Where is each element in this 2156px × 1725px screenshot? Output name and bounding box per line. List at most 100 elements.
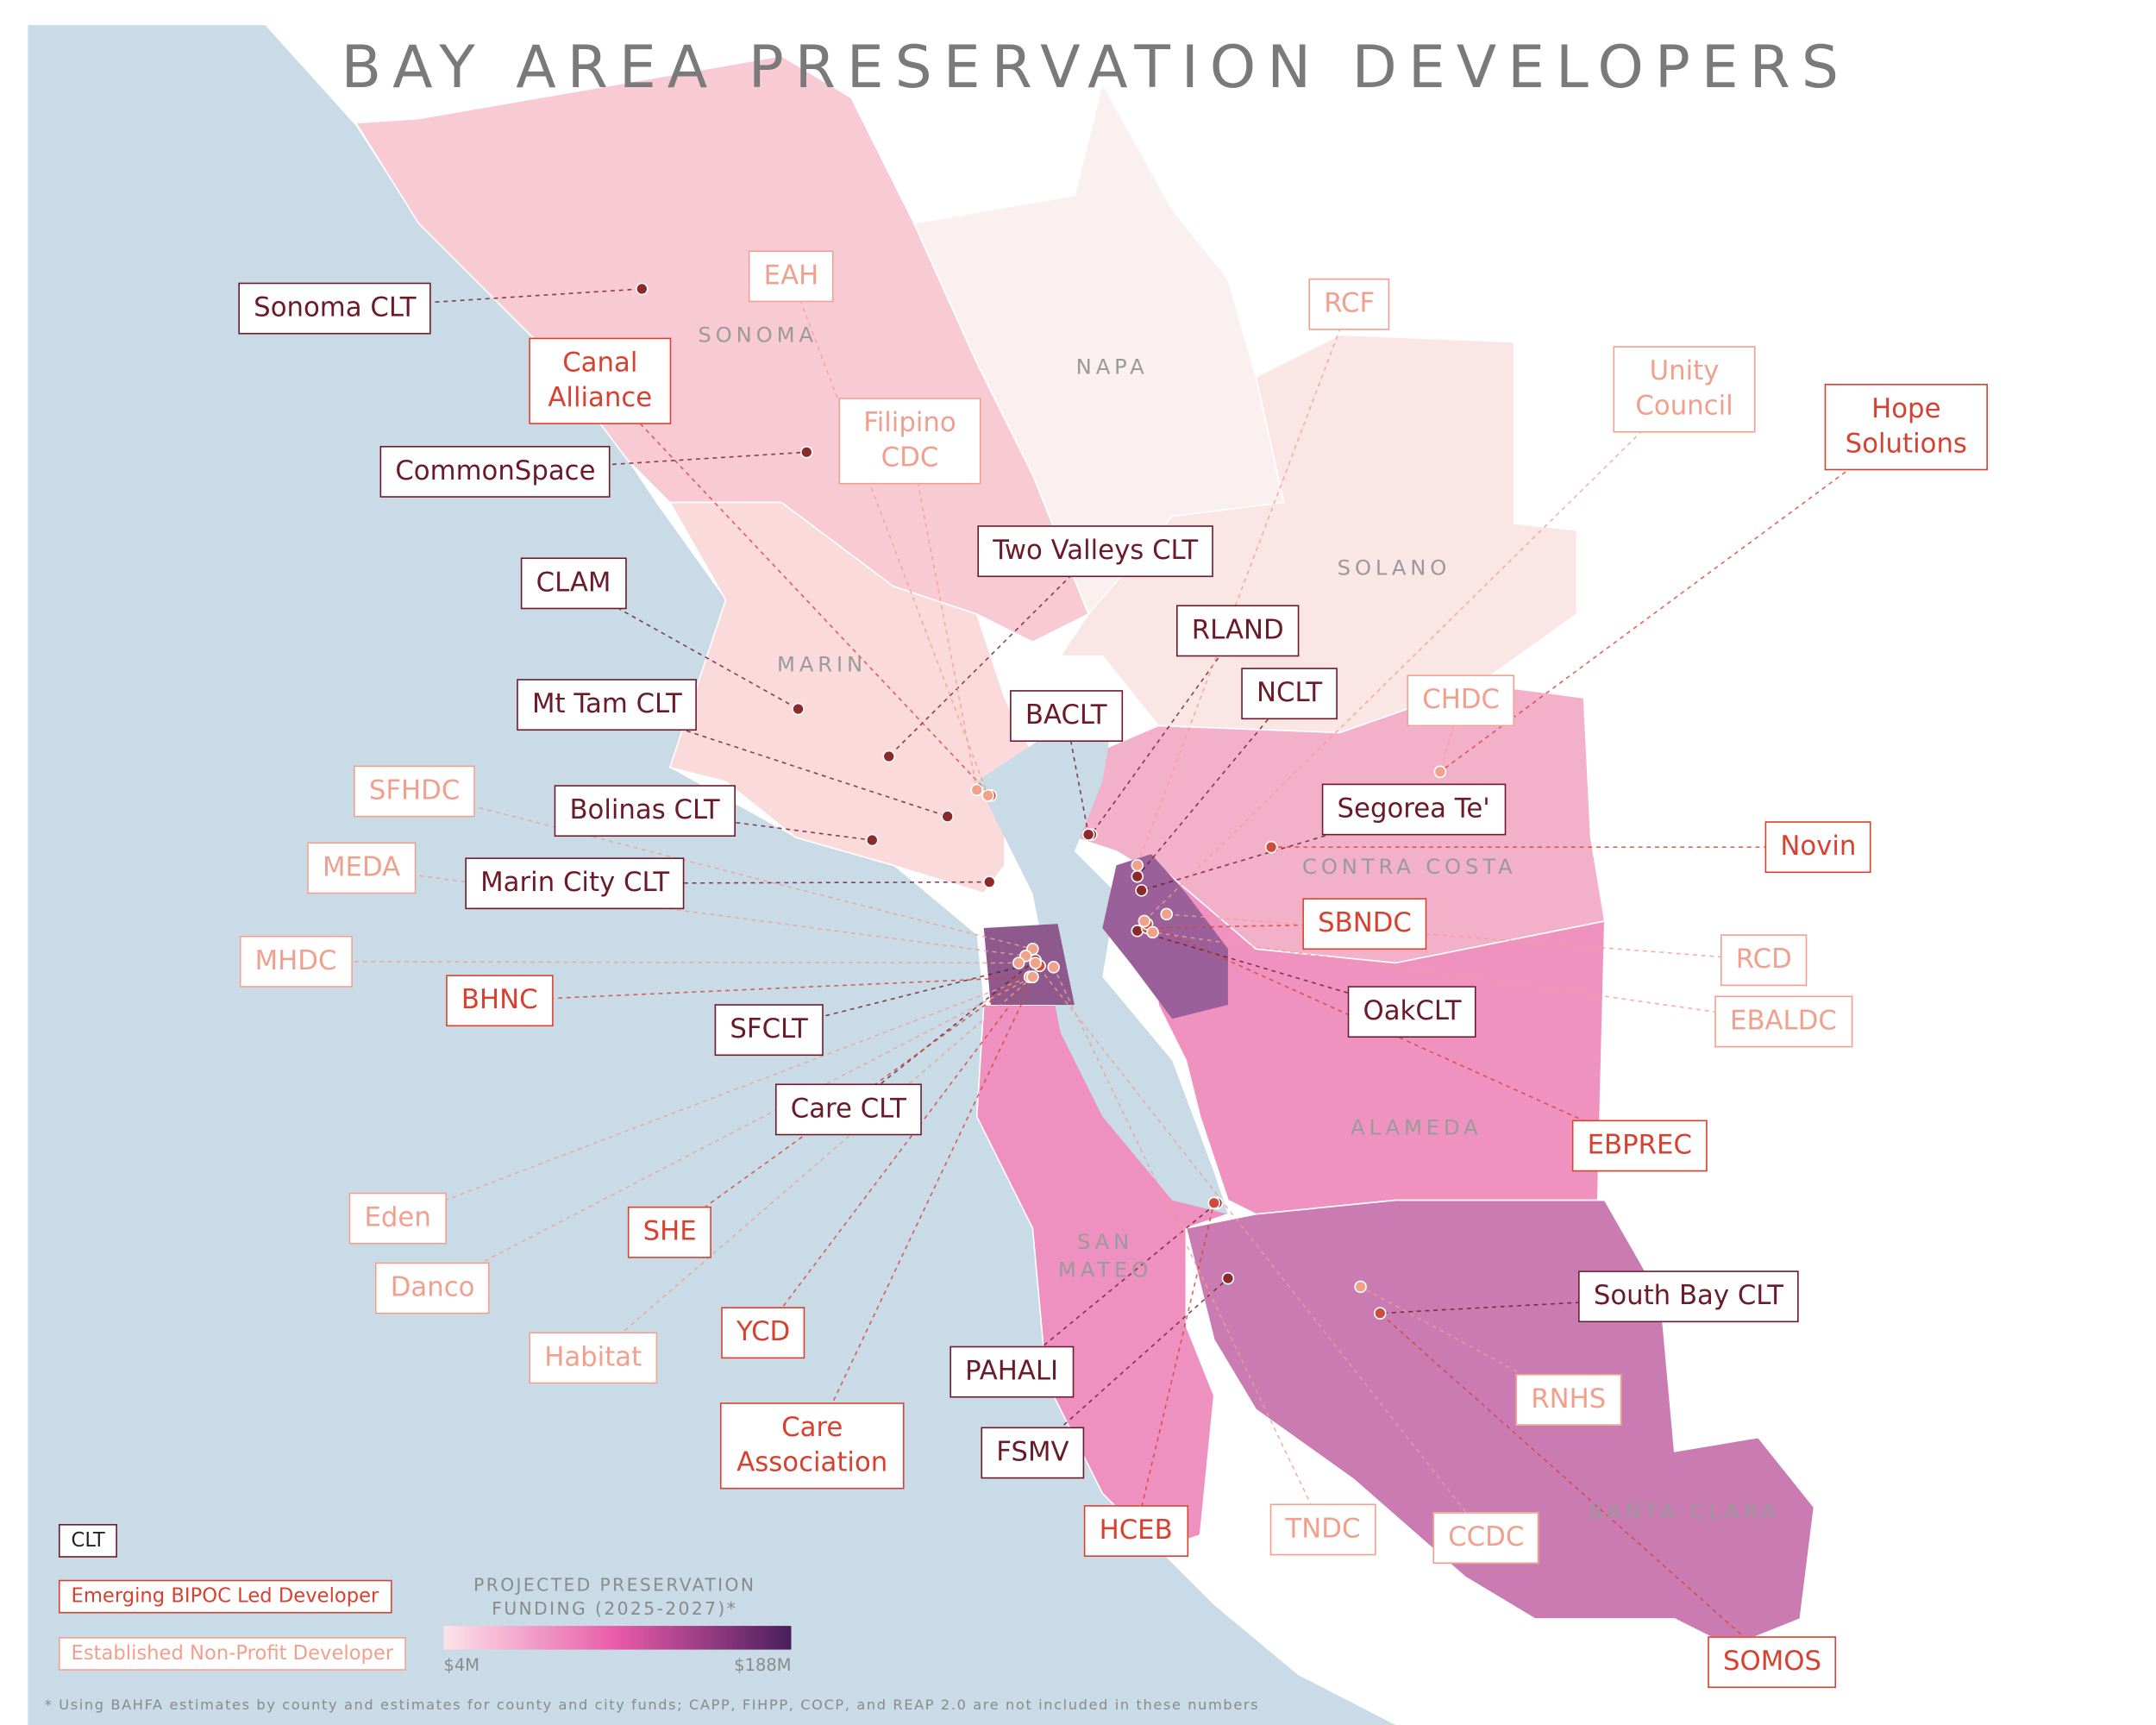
developer-label: Bolinas CLT: [554, 785, 736, 837]
legend-entry: CLT: [58, 1523, 118, 1558]
footnote: * Using BAHFA estimates by county and es…: [44, 1698, 1260, 1715]
developer-dot: [1029, 957, 1042, 969]
developer-dot: [1221, 1271, 1235, 1285]
developer-label: CLAM: [520, 557, 627, 610]
developer-dot: [1264, 840, 1278, 854]
funding-legend-title: PROJECTED PRESERVATION FUNDING (2025-202…: [473, 1574, 756, 1619]
leader-line: [1360, 1286, 1570, 1401]
leader-line: [1031, 1277, 1229, 1454]
developer-label: RLAND: [1175, 605, 1300, 657]
developer-dot: [1138, 914, 1151, 928]
developer-label: RCF: [1308, 278, 1390, 330]
funding-max-label: $188M: [734, 1655, 792, 1675]
developer-dot: [866, 833, 879, 847]
developer-label: Habitat: [529, 1332, 657, 1384]
developer-label: OakCLT: [1347, 986, 1477, 1038]
ocean: [28, 25, 1396, 1725]
county-label: ALAMEDA: [1351, 1114, 1482, 1140]
developer-dot: [1131, 869, 1144, 883]
developer-label: BHNC: [446, 975, 554, 1027]
developer-dot: [941, 810, 954, 823]
developer-label: Care Association: [719, 1402, 905, 1490]
bay: [976, 698, 1228, 1214]
developer-label: TNDC: [1269, 1503, 1376, 1556]
leader-line: [1052, 966, 1324, 1530]
county-label: CONTRA COSTA: [1302, 854, 1517, 880]
developer-dot: [1047, 961, 1060, 974]
leader-line: [762, 965, 1041, 1333]
developer-label: Filipino CDC: [838, 398, 981, 485]
developer-label: Unity Council: [1613, 346, 1756, 433]
developer-dot: [1081, 828, 1095, 841]
developer-dot: [1374, 1307, 1387, 1320]
developer-dot: [1160, 907, 1174, 921]
developer-label: Danco: [374, 1262, 491, 1314]
developer-label: RNHS: [1515, 1374, 1622, 1426]
county-shape: [668, 501, 1034, 894]
leader-line: [296, 961, 1019, 964]
leader-line: [1011, 1202, 1218, 1373]
county-label: SOLANO: [1337, 555, 1451, 581]
developer-dot: [970, 783, 983, 797]
developer-label: Canal Alliance: [529, 337, 672, 424]
developer-label: Segorea Te': [1321, 783, 1506, 836]
developer-dot: [882, 750, 896, 763]
leader-line: [414, 790, 1033, 950]
county-label: SANTA CLARA: [1589, 1498, 1780, 1524]
leader-line: [790, 276, 989, 796]
leader-line: [432, 975, 1033, 1289]
leader-line: [888, 550, 1096, 757]
developer-label: NCLT: [1241, 668, 1338, 720]
leader-line: [1141, 808, 1414, 892]
developer-label: RCD: [1720, 934, 1808, 987]
leader-line: [599, 380, 992, 796]
developer-label: Marin City CLT: [465, 857, 685, 910]
developer-dot: [636, 282, 649, 296]
developer-label: BACLT: [1010, 690, 1123, 743]
developer-dot: [792, 702, 805, 716]
developer-dot: [1354, 1280, 1367, 1294]
leader-line: [1379, 1313, 1773, 1663]
leader-line: [1135, 1202, 1215, 1532]
developer-label: CCDC: [1432, 1512, 1540, 1565]
leader-line: [1144, 388, 1685, 922]
leader-line: [1137, 693, 1290, 877]
developer-label: SOMOS: [1708, 1636, 1837, 1689]
county-label: NAPA: [1075, 354, 1149, 380]
leader-line: [848, 959, 1037, 1111]
developer-label: MHDC: [239, 935, 353, 988]
developer-dot: [1012, 957, 1025, 969]
county-label: SAN MATEO: [1057, 1229, 1153, 1283]
developer-dot: [1131, 858, 1144, 872]
developer-dot: [1146, 925, 1159, 939]
developer-label: MEDA: [307, 842, 416, 894]
developer-dot: [1026, 970, 1039, 983]
developer-label: Sonoma CLT: [238, 282, 432, 335]
developer-label: EBALDC: [1714, 995, 1852, 1048]
county-label: SONOMA: [698, 322, 818, 348]
developer-label: FSMV: [981, 1427, 1085, 1479]
legend-entry: Emerging BIPOC Led Developer: [58, 1579, 392, 1614]
developer-label: Hope Solutions: [1824, 383, 1988, 471]
developer-label: Novin: [1764, 821, 1872, 874]
funding-min-label: $4M: [443, 1655, 480, 1675]
developer-label: CommonSpace: [379, 445, 611, 498]
developer-label: Two Valleys CLT: [977, 525, 1214, 578]
leader-line: [1137, 930, 1413, 1013]
developer-dot: [982, 875, 996, 888]
oakland-area: [1102, 854, 1228, 1019]
county-label: MARIN: [777, 651, 868, 677]
leader-line: [1152, 932, 1784, 1023]
leader-line: [499, 975, 1033, 1001]
developer-label: Mt Tam CLT: [517, 679, 698, 731]
developer-dot: [981, 789, 994, 802]
leader-line: [909, 441, 978, 790]
developer-dot: [1433, 765, 1447, 779]
developer-dot: [1135, 884, 1148, 897]
legend-entry: Established Non-Profit Developer: [58, 1637, 406, 1671]
developer-label: SFCLT: [714, 1004, 824, 1057]
map-title: BAY AREA PRESERVATION DEVELOPERS: [341, 33, 1850, 102]
developer-label: EBPREC: [1571, 1120, 1708, 1172]
